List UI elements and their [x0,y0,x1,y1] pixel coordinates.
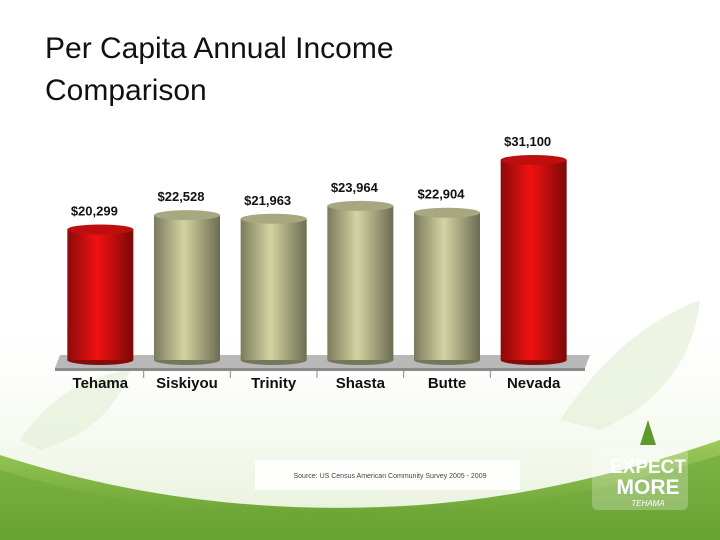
data-label: $22,528 [158,189,205,204]
bar-top [67,224,134,235]
bar [327,205,394,360]
bar-top [327,200,394,211]
data-label: $22,904 [418,187,466,202]
x-tick-label: Shasta [336,375,386,392]
chart-title-line: Per Capita Annual Income [45,32,394,65]
chart: $20,299 Tehama $22,528 Siskiyou $21,963 Trini… [55,134,590,392]
x-tick-label: Tehama [73,375,129,392]
bar-top [500,155,567,165]
logo-leaf [640,420,656,445]
data-label: $23,964 [331,180,379,195]
bar-top [240,213,307,224]
bar [154,215,220,360]
floor-edge [55,368,585,371]
x-tick-label: Siskiyou [156,375,218,392]
bar-top [154,210,220,221]
leaf [20,370,130,450]
logo-text: TEHAMA [631,499,664,508]
bar [240,218,307,360]
bar [414,212,480,360]
chart-title-line: Comparison [45,74,207,107]
source-note: Source: US Census American Community Sur… [294,473,487,480]
logo: EXPECT MORE TEHAMA [592,420,688,510]
green-wave-shade [0,455,720,540]
source-box [255,460,520,490]
data-label: $21,963 [244,193,291,208]
bar-top [414,207,480,218]
x-tick-label: Trinity [251,375,297,392]
leaf [560,300,700,430]
bar [500,160,567,360]
data-label: $31,100 [504,134,551,149]
data-label: $20,299 [71,203,118,218]
logo-box [592,448,688,510]
x-tick-label: Nevada [507,375,561,392]
x-tick-label: Butte [428,375,466,392]
bar [67,229,134,360]
logo-text: EXPECT [610,457,686,478]
logo-text: MORE [617,476,680,499]
